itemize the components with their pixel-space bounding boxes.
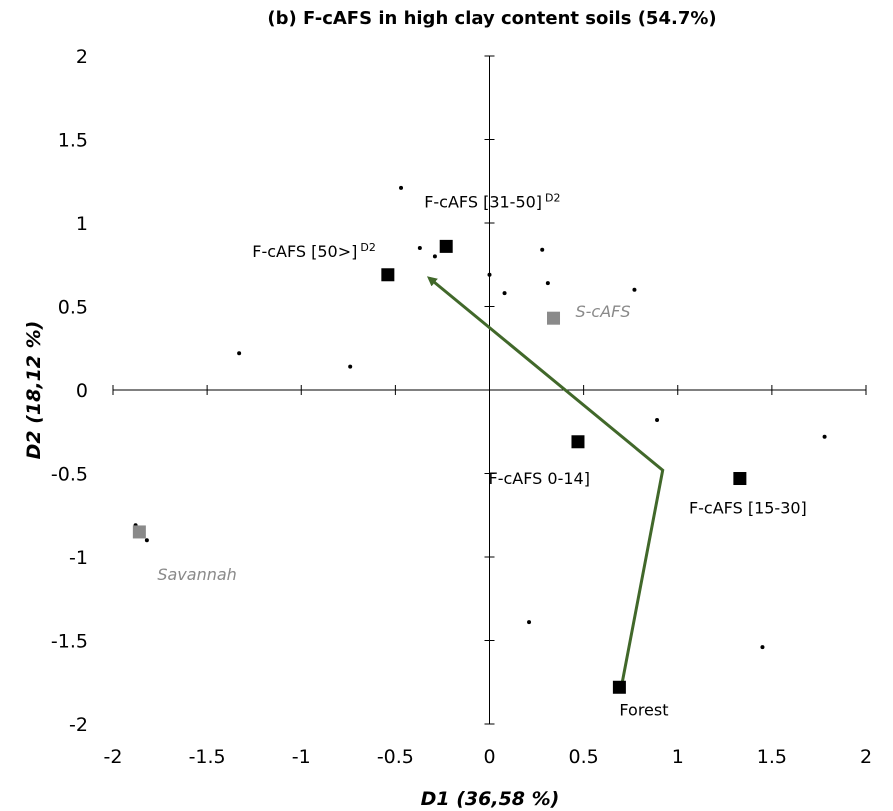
observation-point bbox=[632, 287, 637, 292]
chart-title: (b) F-cAFS in high clay content soils (5… bbox=[267, 8, 716, 29]
observation-point bbox=[432, 254, 437, 259]
observation-point bbox=[502, 291, 507, 296]
group-label-text: F-cAFS [15-30] bbox=[689, 499, 807, 518]
x-tick-label: 0 bbox=[483, 746, 495, 768]
y-tick-label: 2 bbox=[76, 46, 88, 68]
y-tick-label: 0 bbox=[76, 380, 88, 402]
y-tick-label: -2 bbox=[69, 714, 88, 736]
group-marker bbox=[381, 268, 395, 282]
y-tick-label: -1 bbox=[69, 547, 88, 569]
x-tick-label: -1 bbox=[292, 746, 311, 768]
group-marker bbox=[571, 435, 585, 449]
group-marker bbox=[733, 472, 747, 486]
y-axis-title: D2 (18,12 %) bbox=[23, 321, 45, 460]
y-tick-label: -0.5 bbox=[51, 464, 88, 486]
group-label-superscript: D2 bbox=[545, 191, 560, 204]
group-marker bbox=[612, 680, 626, 694]
x-tick-label: 2 bbox=[860, 746, 872, 768]
observation-point bbox=[417, 246, 422, 251]
observation-point bbox=[144, 538, 149, 543]
observation-point bbox=[399, 185, 404, 190]
observation-point bbox=[540, 247, 545, 252]
group-label: S-cAFS bbox=[576, 302, 631, 321]
group-marker bbox=[547, 311, 561, 325]
x-tick-label: 1 bbox=[672, 746, 684, 768]
group-label-text: S-cAFS bbox=[576, 302, 631, 321]
observation-point bbox=[760, 645, 765, 650]
group-label: F-cAFS 0-14] bbox=[489, 469, 590, 488]
observation-point bbox=[655, 418, 660, 423]
group-label-text: F-cAFS [50>] bbox=[252, 242, 357, 261]
y-tick-label: 1 bbox=[76, 213, 88, 235]
group-label-text: F-cAFS 0-14] bbox=[489, 469, 590, 488]
group-marker bbox=[439, 239, 453, 253]
y-tick-label: -1.5 bbox=[51, 631, 88, 653]
x-tick-label: -0.5 bbox=[377, 746, 414, 768]
x-tick-labels: -2 -1.5 -1 -0.5 0 0.5 1 1.5 2 bbox=[104, 746, 873, 768]
x-tick-label: -2 bbox=[104, 746, 123, 768]
group-label-text: F-cAFS [31-50] bbox=[424, 192, 542, 211]
observation-point bbox=[545, 281, 550, 286]
group-centroids: F-cAFS [50>] D2F-cAFS [31-50] D2S-cAFSF-cA… bbox=[132, 191, 807, 719]
group-label: F-cAFS [31-50] D2 bbox=[424, 191, 560, 211]
group-label-text: Forest bbox=[619, 700, 668, 719]
y-tick-label: 0.5 bbox=[58, 297, 88, 319]
y-tick-labels: 2 1.5 1 0.5 0 -0.5 -1 -1.5 -2 bbox=[51, 46, 88, 736]
x-tick-label: 0.5 bbox=[569, 746, 599, 768]
observation-point bbox=[348, 364, 353, 369]
observation-point bbox=[237, 351, 242, 356]
group-label-superscript: D2 bbox=[360, 241, 375, 254]
observation-point bbox=[822, 434, 827, 439]
x-axis-title: D1 (36,58 %) bbox=[421, 788, 560, 810]
axes bbox=[112, 55, 867, 725]
trajectory bbox=[426, 276, 665, 688]
group-label: Forest bbox=[619, 700, 668, 719]
x-tick-label: 1.5 bbox=[757, 746, 787, 768]
group-label: F-cAFS [15-30] bbox=[689, 499, 807, 518]
observation-points bbox=[133, 185, 827, 650]
x-tick-label: -1.5 bbox=[189, 746, 226, 768]
observation-point bbox=[487, 272, 492, 277]
group-label: Savannah bbox=[157, 565, 236, 584]
group-label: F-cAFS [50>] D2 bbox=[252, 241, 376, 261]
observation-point bbox=[527, 620, 532, 625]
group-label-text: Savannah bbox=[157, 565, 236, 584]
y-tick-label: 1.5 bbox=[58, 130, 88, 152]
trajectory-arrow bbox=[426, 276, 665, 688]
group-marker bbox=[132, 525, 146, 539]
